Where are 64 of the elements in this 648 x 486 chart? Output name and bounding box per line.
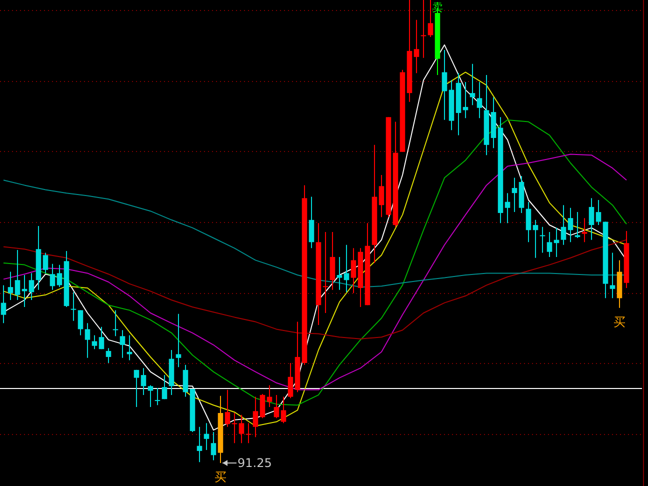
candlestick bbox=[336, 256, 342, 290]
candlestick bbox=[546, 231, 552, 258]
candlestick bbox=[378, 174, 384, 218]
candlestick bbox=[28, 272, 34, 301]
candlestick bbox=[596, 200, 602, 226]
candlestick bbox=[176, 313, 182, 368]
candlestick bbox=[414, 19, 420, 74]
candlestick bbox=[98, 326, 104, 350]
candlestick bbox=[182, 364, 188, 398]
candlestick bbox=[588, 198, 594, 240]
candlestick bbox=[196, 426, 202, 463]
candlestick bbox=[238, 414, 244, 444]
candlestick bbox=[148, 384, 154, 408]
candlestick bbox=[210, 431, 216, 461]
candlestick bbox=[512, 177, 518, 213]
candlestick bbox=[232, 412, 238, 444]
candlestick bbox=[610, 252, 616, 299]
candlestick bbox=[470, 63, 476, 106]
candlestick bbox=[308, 196, 314, 249]
candlestick bbox=[162, 374, 168, 400]
annotation: 买 bbox=[614, 314, 626, 329]
candlestick bbox=[532, 219, 538, 258]
candlestick bbox=[92, 334, 98, 350]
candlestick bbox=[280, 396, 286, 424]
candlestick bbox=[154, 387, 160, 406]
candlestick bbox=[540, 226, 546, 254]
candlestick bbox=[350, 248, 356, 294]
candlestick bbox=[322, 231, 328, 314]
candlestick bbox=[78, 310, 84, 336]
candlestick bbox=[568, 207, 574, 243]
candlestick bbox=[106, 348, 112, 364]
text: 买 bbox=[214, 470, 226, 484]
candlestick bbox=[582, 218, 588, 243]
candlestick bbox=[42, 252, 48, 274]
candlestick bbox=[246, 422, 252, 444]
candlestick bbox=[50, 263, 56, 290]
annotation: 91.25 bbox=[238, 456, 272, 470]
candlestick bbox=[134, 369, 140, 408]
candlestick bbox=[260, 394, 266, 419]
candlestick bbox=[140, 368, 146, 396]
candlestick bbox=[526, 201, 532, 243]
candlestick bbox=[274, 394, 280, 419]
candlestick bbox=[0, 284, 6, 324]
candlestick bbox=[56, 264, 62, 288]
candlestick bbox=[84, 322, 90, 358]
candlestick bbox=[70, 292, 76, 322]
candlestick bbox=[14, 250, 20, 301]
candlestick bbox=[574, 212, 580, 238]
candlestick bbox=[560, 204, 566, 246]
candlestick bbox=[344, 244, 350, 293]
candlestick bbox=[112, 310, 118, 337]
candlestick bbox=[224, 389, 230, 428]
candlestick bbox=[428, 0, 434, 38]
candlestick bbox=[288, 362, 294, 399]
candlestick bbox=[504, 192, 510, 224]
candlestick bbox=[330, 231, 336, 290]
candlestick bbox=[8, 271, 14, 301]
candlestick bbox=[252, 396, 258, 438]
candlestick bbox=[120, 330, 126, 358]
candlestick bbox=[442, 50, 448, 120]
candlestick bbox=[204, 422, 210, 451]
candlestick bbox=[266, 384, 272, 408]
candlestick bbox=[476, 81, 482, 119]
candlestick bbox=[420, 0, 426, 58]
